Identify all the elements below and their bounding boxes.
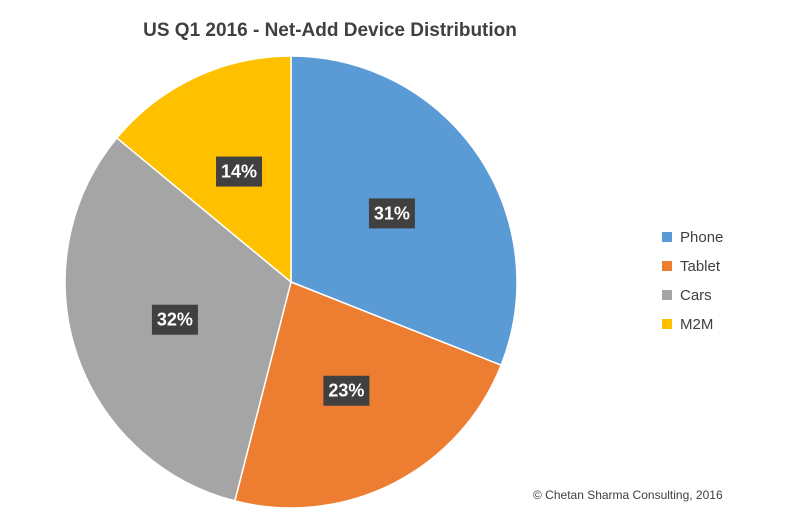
legend-label-tablet: Tablet bbox=[680, 257, 721, 275]
legend-swatch-tablet bbox=[662, 261, 672, 271]
legend-item-m2m: M2M bbox=[662, 314, 723, 334]
legend-item-cars: Cars bbox=[662, 285, 723, 305]
data-label-tablet: 23% bbox=[323, 375, 370, 406]
chart-title: US Q1 2016 - Net-Add Device Distribution bbox=[143, 20, 517, 41]
legend-label-m2m: M2M bbox=[680, 315, 714, 333]
legend-swatch-cars bbox=[662, 290, 672, 300]
legend: Phone Tablet Cars M2M bbox=[662, 227, 723, 334]
data-label-text-cars: 32% bbox=[157, 310, 193, 330]
data-label-phone: 31% bbox=[368, 198, 415, 229]
data-label-text-tablet: 23% bbox=[328, 381, 364, 401]
legend-label-cars: Cars bbox=[680, 286, 712, 304]
data-label-text-m2m: 14% bbox=[221, 162, 257, 182]
legend-swatch-m2m bbox=[662, 319, 672, 329]
legend-swatch-phone bbox=[662, 232, 672, 242]
data-label-cars: 32% bbox=[151, 304, 198, 335]
legend-label-phone: Phone bbox=[680, 228, 724, 246]
data-label-box-tablet bbox=[323, 375, 370, 406]
data-label-box-cars bbox=[151, 304, 198, 335]
data-label-m2m: 14% bbox=[216, 156, 263, 187]
data-label-text-phone: 31% bbox=[374, 203, 410, 223]
legend-item-tablet: Tablet bbox=[662, 256, 723, 276]
pie-slice-m2m bbox=[115, 55, 292, 284]
data-label-box-phone bbox=[368, 198, 415, 229]
data-label-box-m2m bbox=[216, 156, 263, 187]
copyright-text: © Chetan Sharma Consulting, 2016 bbox=[533, 488, 723, 502]
legend-item-phone: Phone bbox=[662, 227, 723, 247]
